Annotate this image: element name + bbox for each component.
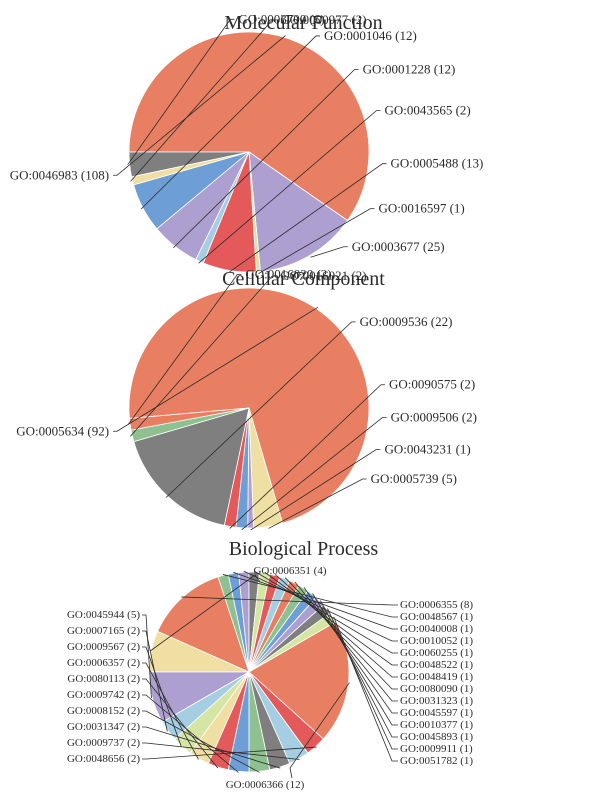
slice-label: GO:0010377 (1) (400, 719, 473, 731)
slice-label: GO:0003700 (6) (238, 11, 324, 26)
slice-label: GO:0045944 (5) (67, 609, 140, 621)
slice-label: GO:0005488 (13) (390, 156, 483, 171)
slice-label: GO:0009567 (2) (67, 641, 140, 653)
slice-label: GO:0006351 (4) (253, 565, 326, 577)
pie-canvas: GO:0046983 (108) GO:0003677 (25) GO:001659… (0, 0, 607, 793)
slice-label: GO:0080113 (2) (67, 673, 140, 685)
slice-label: GO:0005739 (5) (371, 471, 457, 486)
slice-label: GO:0043231 (1) (384, 441, 470, 456)
slice-label: GO:0016020 (2) (245, 267, 331, 282)
slice-label: GO:0009536 (22) (360, 314, 453, 329)
slice-label: GO:0001228 (12) (363, 62, 456, 77)
slice-label: GO:0008152 (2) (67, 705, 140, 717)
slice-label: GO:0048522 (1) (400, 659, 473, 671)
slice-label: GO:0006366 (12) (226, 779, 305, 791)
slice-label: GO:0016597 (1) (378, 201, 464, 216)
slice-label: GO:0080090 (1) (400, 683, 473, 695)
slice-label: GO:0005634 (92) (16, 423, 109, 438)
slice-label: GO:0043565 (2) (384, 103, 470, 118)
slice-label: GO:0010052 (1) (400, 635, 473, 647)
slice-label: GO:0031347 (2) (67, 721, 140, 733)
slice-label: GO:0031323 (1) (400, 695, 473, 707)
slice-label: GO:0045893 (1) (400, 731, 473, 743)
slice-label: GO:0046983 (108) (10, 167, 109, 182)
slice-label: GO:0060255 (1) (400, 647, 473, 659)
slice-label: GO:0009737 (2) (67, 737, 140, 749)
slice-label: GO:0040008 (1) (400, 623, 473, 635)
slice-label: GO:0048656 (2) (67, 753, 140, 765)
slice-label: GO:0009506 (2) (391, 409, 477, 424)
slice-label: GO:0090575 (2) (389, 377, 475, 392)
slice-label: GO:0003677 (25) (352, 239, 445, 254)
slice-label: GO:0006355 (8) (400, 599, 473, 611)
slice-label: GO:0009742 (2) (67, 689, 140, 701)
slice-label: GO:0048419 (1) (400, 671, 473, 683)
slice-label: GO:0006357 (2) (67, 657, 140, 669)
slice-label: GO:0001046 (12) (324, 28, 417, 43)
slice-label: GO:0009911 (1) (400, 743, 473, 755)
slice-label: GO:0051782 (1) (400, 755, 473, 767)
slice-label: GO:0045597 (1) (400, 707, 473, 719)
slice-label: GO:0007165 (2) (67, 625, 140, 637)
slice-label: GO:0048567 (1) (400, 611, 473, 623)
